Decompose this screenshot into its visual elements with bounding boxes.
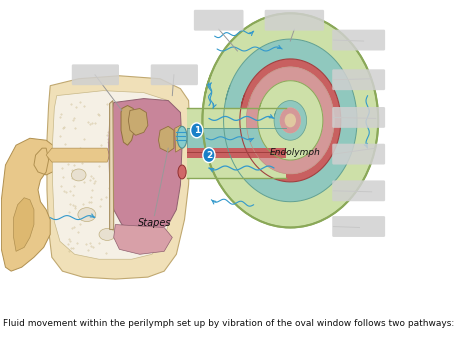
FancyBboxPatch shape bbox=[72, 64, 119, 85]
Circle shape bbox=[258, 81, 323, 160]
Polygon shape bbox=[246, 67, 334, 174]
FancyBboxPatch shape bbox=[151, 64, 198, 85]
Ellipse shape bbox=[78, 208, 96, 221]
Ellipse shape bbox=[124, 220, 139, 229]
Circle shape bbox=[191, 123, 203, 138]
Polygon shape bbox=[224, 39, 357, 202]
Polygon shape bbox=[109, 99, 182, 232]
Ellipse shape bbox=[72, 169, 86, 181]
Text: Stapes: Stapes bbox=[137, 218, 171, 227]
Polygon shape bbox=[128, 109, 148, 135]
Ellipse shape bbox=[138, 190, 149, 200]
Polygon shape bbox=[46, 148, 109, 162]
Polygon shape bbox=[274, 100, 307, 140]
FancyBboxPatch shape bbox=[332, 216, 385, 237]
Polygon shape bbox=[187, 148, 286, 158]
Polygon shape bbox=[187, 128, 286, 152]
Polygon shape bbox=[47, 76, 190, 279]
FancyBboxPatch shape bbox=[194, 10, 244, 31]
Polygon shape bbox=[187, 109, 286, 128]
Polygon shape bbox=[240, 59, 341, 182]
Polygon shape bbox=[53, 91, 176, 259]
Circle shape bbox=[284, 114, 296, 127]
Ellipse shape bbox=[178, 165, 186, 179]
Text: Fluid movement within the perilymph set up by vibration of the oval window follo: Fluid movement within the perilymph set … bbox=[3, 319, 454, 328]
FancyBboxPatch shape bbox=[332, 30, 385, 51]
Circle shape bbox=[280, 108, 301, 133]
Polygon shape bbox=[175, 125, 182, 152]
Ellipse shape bbox=[99, 228, 115, 240]
FancyBboxPatch shape bbox=[332, 69, 385, 90]
Polygon shape bbox=[158, 126, 174, 152]
Polygon shape bbox=[109, 100, 114, 229]
Polygon shape bbox=[258, 81, 323, 160]
FancyBboxPatch shape bbox=[332, 180, 385, 201]
FancyBboxPatch shape bbox=[332, 144, 385, 164]
FancyBboxPatch shape bbox=[264, 10, 324, 31]
Text: 2: 2 bbox=[206, 151, 212, 160]
Polygon shape bbox=[1, 138, 60, 271]
Polygon shape bbox=[187, 158, 286, 178]
Ellipse shape bbox=[177, 126, 187, 148]
Polygon shape bbox=[114, 224, 173, 254]
Text: Endolymph: Endolymph bbox=[270, 148, 321, 157]
Polygon shape bbox=[14, 198, 34, 251]
Polygon shape bbox=[121, 105, 135, 145]
FancyBboxPatch shape bbox=[332, 107, 385, 128]
Text: 1: 1 bbox=[193, 126, 200, 135]
Circle shape bbox=[203, 148, 215, 162]
Polygon shape bbox=[202, 13, 378, 227]
